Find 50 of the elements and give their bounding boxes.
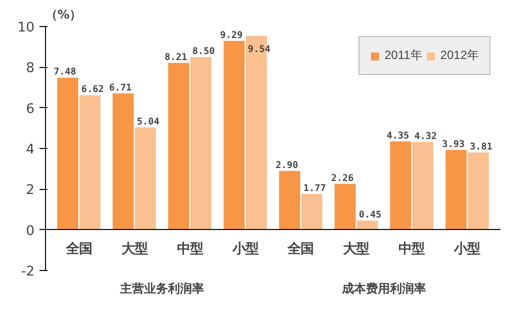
data-label: 8.21 bbox=[164, 52, 188, 63]
data-label: 0.45 bbox=[358, 210, 382, 221]
data-label: 4.35 bbox=[386, 130, 410, 142]
legend-label: 2011年 bbox=[384, 47, 422, 64]
y-tick-label: 10 bbox=[18, 20, 35, 36]
bar bbox=[446, 150, 467, 230]
y-axis-title: （%） bbox=[46, 8, 82, 22]
y-tick-label: 4 bbox=[26, 142, 35, 158]
bar bbox=[412, 142, 434, 230]
text: 成本费用利润率 bbox=[340, 282, 426, 296]
data-label: 2.26 bbox=[331, 172, 354, 184]
bar bbox=[134, 127, 156, 230]
bar bbox=[279, 170, 300, 230]
bar bbox=[57, 78, 78, 230]
data-label: 6.62 bbox=[81, 84, 104, 96]
bar bbox=[79, 95, 100, 230]
data-label: 6.71 bbox=[109, 82, 132, 94]
legend-label: 2012年 bbox=[440, 47, 479, 64]
y-tick-label: 6 bbox=[26, 102, 35, 117]
bar bbox=[190, 57, 212, 230]
y-tick-label: -2 bbox=[21, 264, 35, 280]
bar bbox=[468, 152, 489, 230]
data-label: 5.04 bbox=[136, 116, 160, 128]
data-label: 7.48 bbox=[54, 66, 77, 78]
data-label: 3.81 bbox=[470, 141, 493, 152]
data-label: 3.93 bbox=[442, 138, 465, 150]
x-tick-label: 大型 bbox=[343, 240, 370, 256]
x-tick-label: 中型 bbox=[176, 240, 203, 256]
data-label: 9.29 bbox=[220, 30, 243, 41]
x-tick-label: 全国 bbox=[64, 240, 92, 256]
y-tick-label: 8 bbox=[26, 61, 35, 76]
bar bbox=[390, 141, 412, 230]
x-tick-label: 中型 bbox=[398, 240, 425, 256]
y-tick-label: 0 bbox=[26, 224, 35, 239]
x-tick-label: 全国 bbox=[286, 240, 314, 256]
text: 主营业务利润率 bbox=[119, 282, 204, 296]
bar bbox=[301, 194, 322, 230]
data-label: 8.50 bbox=[192, 46, 216, 57]
data-label: 4.32 bbox=[414, 130, 437, 142]
bar bbox=[224, 40, 245, 230]
bar bbox=[356, 220, 378, 230]
x-tick-label: 小型 bbox=[231, 240, 258, 256]
y-tick-label: 2 bbox=[26, 183, 35, 198]
bar bbox=[334, 184, 356, 230]
data-label: 1.77 bbox=[303, 182, 326, 194]
bar bbox=[112, 93, 134, 230]
bar bbox=[168, 62, 190, 230]
x-tick-label: 大型 bbox=[121, 240, 148, 256]
x-tick-label: 小型 bbox=[453, 240, 480, 256]
data-label: 2.90 bbox=[276, 160, 298, 171]
